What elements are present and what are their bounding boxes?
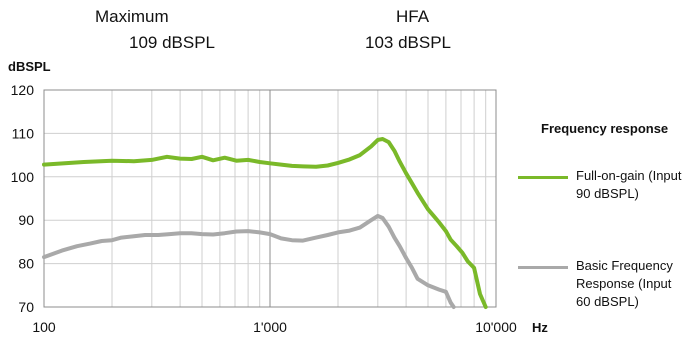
y-tick-label: 90	[18, 212, 34, 228]
x-tick-label: 10'000	[475, 319, 517, 335]
legend-label-full-on-gain: Full-on-gain (Input 90 dBSPL)	[576, 168, 682, 201]
x-axis-label: Hz	[532, 320, 548, 335]
maximum-value: 109 dBSPL	[129, 33, 216, 52]
legend-swatch-basic-frequency-response	[518, 266, 568, 269]
plot-frame	[43, 89, 497, 308]
y-tick-label: 110	[12, 125, 35, 141]
legend-item-full-on-gain: Full-on-gain (Input 90 dBSPL)	[518, 167, 683, 203]
y-tick-label: 120	[11, 82, 35, 98]
series-lines	[42, 137, 488, 309]
y-tick-label: 100	[11, 169, 35, 185]
series-line-0	[42, 137, 488, 309]
legend-item-basic-frequency-response: Basic Frequency Response (Input 60 dBSPL…	[518, 257, 683, 311]
legend-label-basic-frequency-response: Basic Frequency Response (Input 60 dBSPL…	[576, 258, 673, 309]
series-line-1	[42, 213, 456, 309]
grid	[44, 90, 496, 307]
y-tick-label: 70	[18, 299, 34, 315]
x-tick-label: 1'000	[253, 319, 287, 335]
hfa-value: 103 dBSPL	[365, 33, 452, 52]
legend-title: Frequency response	[541, 121, 669, 136]
hfa-label: HFA	[396, 7, 430, 26]
legend-swatch-full-on-gain	[518, 176, 568, 179]
x-tick-label: 100	[32, 319, 56, 335]
tick-labels: 70 80 90 100 110 120 100 1'000 10'000	[11, 82, 517, 335]
y-tick-label: 80	[18, 256, 34, 272]
y-axis-label: dBSPL	[8, 59, 51, 74]
axes	[43, 89, 497, 308]
maximum-label: Maximum	[95, 7, 169, 26]
